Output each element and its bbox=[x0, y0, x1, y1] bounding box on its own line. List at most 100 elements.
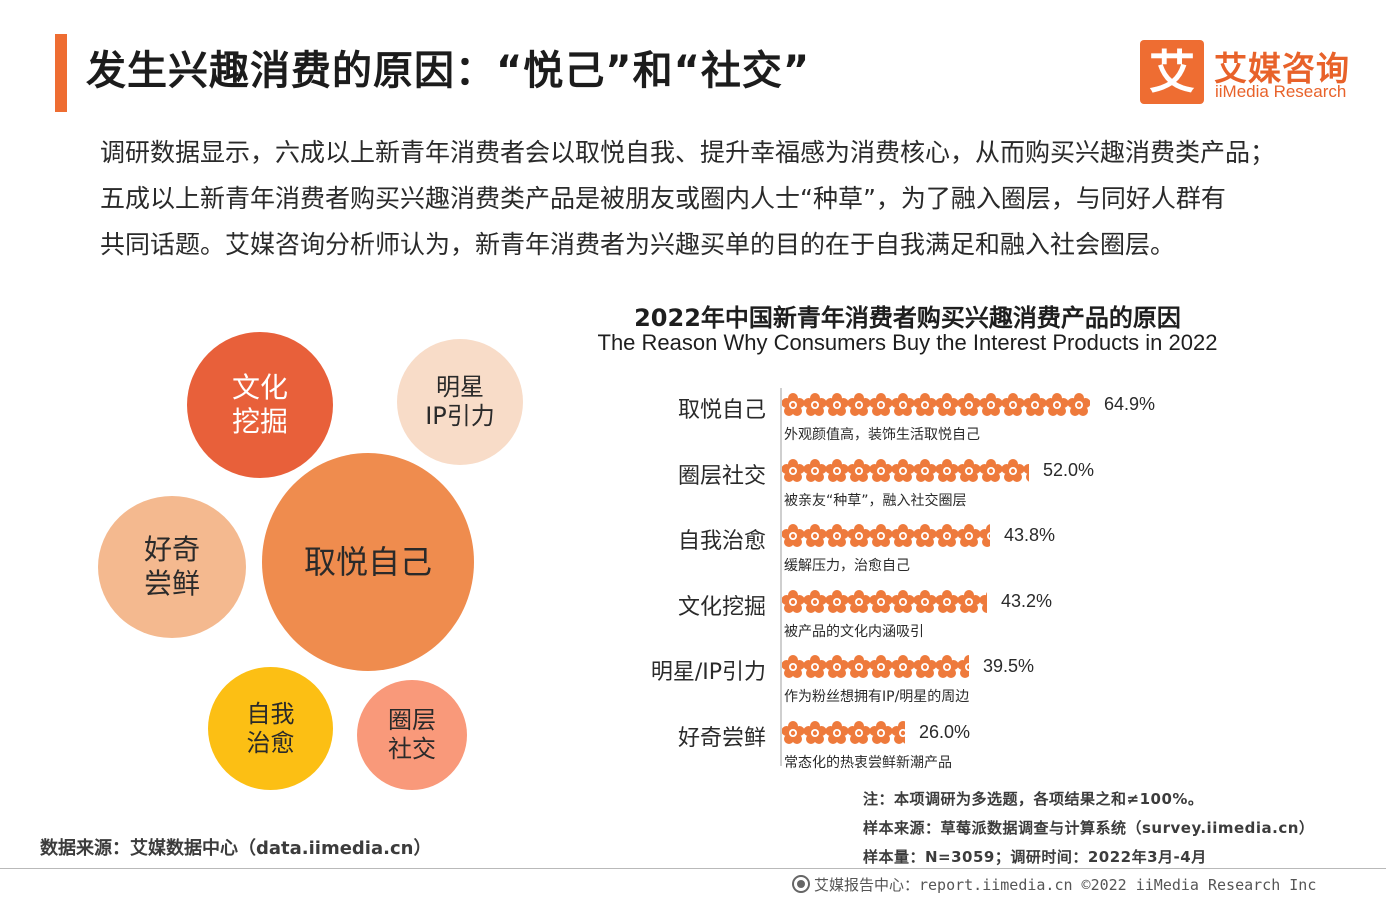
flower-icon bbox=[957, 589, 981, 614]
category-label: 文化挖掘 bbox=[677, 594, 766, 620]
category-description: 缓解压力，治愈自己 bbox=[784, 558, 910, 574]
flower-icon bbox=[1001, 393, 1025, 417]
value-label: 26.0% bbox=[919, 721, 971, 742]
flower-icon bbox=[1023, 393, 1047, 417]
category-description: 常态化的热衷尝鲜新潮产品 bbox=[784, 754, 952, 771]
bubble-circle-social: 圈层 社交 bbox=[357, 680, 467, 790]
flower-icon bbox=[1001, 458, 1025, 483]
flower-icon bbox=[869, 720, 893, 745]
flower-icon bbox=[913, 655, 937, 679]
flower-icon bbox=[803, 655, 827, 679]
flower-icon bbox=[1023, 459, 1029, 483]
data-source: 数据来源：艾媒数据中心（data.iimedia.cn） bbox=[40, 838, 432, 859]
flower-icon bbox=[891, 393, 915, 417]
bar-icon-row bbox=[782, 393, 1090, 417]
flower-icon bbox=[847, 655, 871, 679]
category-label: 取悦自己 bbox=[677, 398, 766, 423]
flower-icon bbox=[913, 458, 937, 483]
footer: 艾媒报告中心：report.iimedia.cn ©2022 iiMedia R… bbox=[792, 874, 1316, 895]
logo-mark-icon: 艾 bbox=[1140, 40, 1204, 104]
flower-icon bbox=[1067, 393, 1090, 417]
title-accent-bar bbox=[55, 34, 67, 112]
bubble-label: 明星 IP引力 bbox=[425, 373, 495, 430]
flower-icon bbox=[935, 458, 959, 483]
flower-icon bbox=[782, 393, 805, 417]
intro-line: 共同话题。艾媒咨询分析师认为，新青年消费者为兴趣买单的目的在于自我满足和融入社会… bbox=[100, 230, 1176, 259]
flower-icon bbox=[891, 458, 915, 483]
flower-icon bbox=[803, 589, 827, 614]
flower-icon bbox=[782, 720, 805, 745]
category-label: 好奇尝鲜 bbox=[677, 725, 766, 751]
flower-icon bbox=[825, 458, 849, 483]
value-label: 64.9% bbox=[1104, 394, 1156, 414]
flower-icon bbox=[979, 590, 987, 614]
flower-icon bbox=[935, 524, 959, 548]
intro-line: 五成以上新青年消费者购买兴趣消费类产品是被朋友或圈内人士“种草”，为了融入圈层，… bbox=[100, 184, 1226, 213]
footer-divider bbox=[0, 868, 1386, 869]
flower-icon bbox=[913, 393, 937, 417]
brand-logo: 艾 艾媒咨询 iiMedia Research bbox=[1140, 40, 1370, 104]
flower-icon bbox=[957, 655, 969, 679]
flower-icon bbox=[979, 524, 990, 548]
flower-icon bbox=[913, 524, 937, 548]
flower-icon bbox=[782, 589, 805, 614]
flower-icon bbox=[869, 458, 893, 483]
flower-icon bbox=[869, 655, 893, 679]
logo-glyph: 艾 bbox=[1149, 45, 1195, 99]
logo-chinese-name: 艾媒咨询 bbox=[1214, 49, 1350, 88]
category-description: 作为粉丝想拥有IP/明星的周边 bbox=[784, 689, 970, 705]
chart-title: 2022年中国新青年消费者购买兴趣消费产品的原因 bbox=[634, 304, 1181, 332]
intro-paragraph: 调研数据显示，六成以上新青年消费者会以取悦自我、提升幸福感为消费核心，从而购买兴… bbox=[100, 130, 1330, 268]
flower-icon bbox=[957, 524, 981, 548]
flower-icon bbox=[825, 720, 849, 745]
flower-icon bbox=[869, 589, 893, 614]
flower-icon bbox=[957, 458, 981, 483]
flower-icon bbox=[1045, 393, 1069, 417]
note-sample-source: 样本来源：草莓派数据调查与计算系统（survey.iimedia.cn） bbox=[863, 819, 1315, 837]
category-description: 被亲友“种草”，融入社交圈层 bbox=[784, 492, 967, 509]
bubble-star-ip: 明星 IP引力 bbox=[397, 339, 523, 465]
flower-icon bbox=[979, 458, 1003, 483]
flower-icon bbox=[869, 524, 893, 548]
category-label: 明星/IP引力 bbox=[650, 660, 766, 685]
flower-icon bbox=[891, 589, 915, 614]
flower-icon bbox=[803, 458, 827, 483]
bar-icon-row bbox=[782, 458, 1029, 483]
flower-icon bbox=[869, 393, 893, 417]
flower-icon bbox=[782, 524, 805, 548]
flower-icon bbox=[957, 393, 981, 417]
bubble-label: 文化 挖掘 bbox=[231, 371, 288, 438]
flower-icon bbox=[847, 393, 871, 417]
flower-icon bbox=[935, 393, 959, 417]
flower-icon bbox=[782, 458, 805, 483]
flower-icon bbox=[847, 720, 871, 745]
value-label: 43.2% bbox=[1001, 590, 1053, 611]
bar-icon-row bbox=[782, 589, 987, 614]
bubble-self-healing: 自我 治愈 bbox=[208, 667, 333, 790]
page-title: 发生兴趣消费的原因：“悦己”和“社交” bbox=[86, 48, 811, 94]
category-label: 自我治愈 bbox=[677, 529, 766, 554]
footer-text: 艾媒报告中心：report.iimedia.cn ©2022 iiMedia R… bbox=[814, 876, 1317, 894]
flower-icon bbox=[935, 655, 959, 679]
bubble-curiosity: 好奇 尝鲜 bbox=[98, 496, 246, 638]
category-description: 外观颜值高，装饰生活取悦自己 bbox=[784, 427, 980, 443]
value-label: 39.5% bbox=[983, 656, 1035, 676]
flower-icon bbox=[847, 524, 871, 548]
intro-line: 调研数据显示，六成以上新青年消费者会以取悦自我、提升幸福感为消费核心，从而购买兴… bbox=[100, 138, 1276, 167]
report-center-icon bbox=[792, 875, 810, 893]
flower-icon bbox=[825, 524, 849, 548]
bar-icon-row bbox=[782, 524, 990, 548]
bubble-label: 好奇 尝鲜 bbox=[143, 533, 200, 600]
bubble-self-pleasing: 取悦自己 bbox=[262, 453, 474, 671]
bubble-label: 自我 治愈 bbox=[246, 699, 295, 757]
flower-icon bbox=[979, 393, 1003, 417]
flower-icon bbox=[891, 720, 905, 745]
flower-icon bbox=[825, 589, 849, 614]
flower-icon bbox=[913, 589, 937, 614]
flower-icon bbox=[847, 458, 871, 483]
value-label: 52.0% bbox=[1043, 459, 1095, 480]
flower-icon bbox=[825, 655, 849, 679]
bar-icon-row bbox=[782, 720, 905, 745]
category-label: 圈层社交 bbox=[677, 463, 766, 489]
flower-icon bbox=[825, 393, 849, 417]
